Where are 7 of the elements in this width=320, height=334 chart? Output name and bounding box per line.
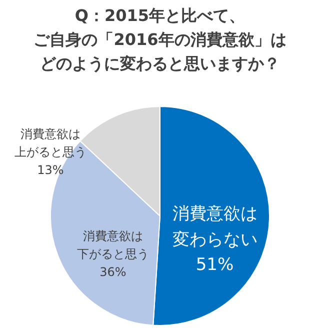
data-label: 36% [98, 264, 128, 282]
chart-title: Q：2015年と比べて、ご自身の「2016年の消費意欲」はどのように変わると思いますか？ [32, 5, 288, 75]
slice-label: 消費意欲は上がると思う [14, 126, 86, 162]
slice-label: 消費意欲は下がると思う [76, 228, 149, 264]
data-label: 13% [36, 162, 65, 180]
slice-label: 消費意欲は変わらない [172, 202, 258, 252]
data-label: 51% [194, 254, 235, 277]
